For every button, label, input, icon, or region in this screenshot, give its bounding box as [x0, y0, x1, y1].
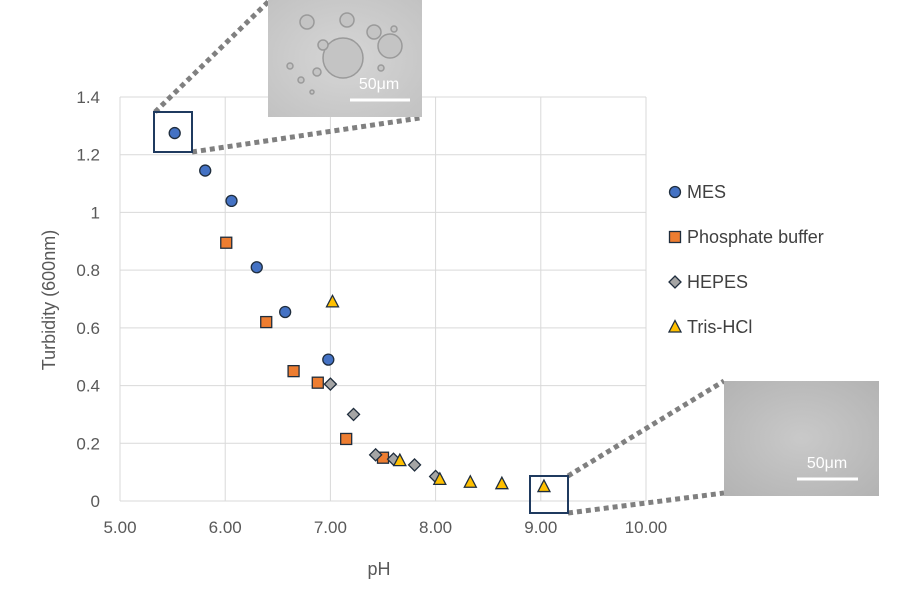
- x-tick-label: 5.00: [103, 518, 136, 537]
- point-mes: [225, 194, 238, 208]
- legend-marker-mes: [668, 185, 682, 199]
- y-tick-label: 0.2: [76, 434, 100, 453]
- callout-line: [191, 115, 421, 155]
- point-phosphate-buffer: [220, 236, 233, 249]
- y-tick-label: 0: [91, 492, 100, 511]
- highlight-box: [529, 475, 569, 514]
- point-hepes: [323, 377, 338, 392]
- x-tick-label: 9.00: [524, 518, 557, 537]
- micrograph-insets: 50μm 50μm: [268, 0, 879, 496]
- point-phosphate-buffer: [311, 376, 324, 389]
- y-tick-label: 0.4: [76, 377, 100, 396]
- legend-item-mes: MES: [668, 182, 726, 202]
- point-mes: [168, 126, 181, 140]
- droplet: [339, 12, 355, 28]
- point-phosphate-buffer: [287, 364, 300, 378]
- point-tris-hcl: [536, 478, 552, 493]
- point-phosphate-buffer: [340, 432, 353, 446]
- point-tris-hcl: [392, 452, 407, 467]
- point-tris-hcl: [325, 293, 340, 308]
- legend-marker-tris-hcl: [667, 319, 683, 333]
- point-phosphate-buffer: [260, 315, 273, 329]
- y-tick-label: 1: [91, 203, 100, 222]
- droplet: [390, 25, 398, 33]
- micrograph-inset-bottom: 50μm: [724, 381, 879, 496]
- scale-label: 50μm: [359, 76, 399, 93]
- x-tick-label: 6.00: [209, 518, 242, 537]
- callout-line: [153, 0, 272, 114]
- droplet: [309, 89, 315, 95]
- legend-label: Phosphate buffer: [687, 227, 824, 247]
- point-mes: [279, 305, 292, 319]
- y-axis-title: Turbidity (600nm): [39, 230, 59, 370]
- y-tick-label: 0.6: [76, 319, 100, 338]
- legend-label: HEPES: [687, 272, 748, 292]
- point-hepes: [407, 458, 422, 472]
- axis-ticks: 0 0.2 0.4 0.6 0.8 1 1.2 1.4 5.00 6.00 7.00 8.00 9.00…: [76, 88, 667, 537]
- point-hepes: [346, 407, 361, 422]
- legend-marker-phosphate-buffer: [668, 230, 682, 244]
- droplet: [377, 33, 403, 59]
- legend-item-tris-hcl: Tris-HCl: [667, 317, 752, 337]
- point-mes: [322, 353, 335, 366]
- point-hepes: [368, 447, 383, 462]
- droplet: [317, 39, 329, 51]
- point-mes: [199, 164, 212, 177]
- point-tris-hcl: [432, 471, 447, 486]
- callouts: [153, 0, 726, 516]
- droplet: [322, 37, 364, 79]
- y-tick-label: 1.4: [76, 88, 100, 107]
- legend: MES Phosphate buffer HEPES Tris-HCl: [667, 182, 824, 337]
- x-tick-label: 10.00: [625, 518, 668, 537]
- legend-label: MES: [687, 182, 726, 202]
- droplet: [286, 62, 294, 70]
- x-tick-label: 7.00: [314, 518, 347, 537]
- y-tick-label: 0.8: [76, 261, 100, 280]
- x-tick-label: 8.00: [419, 518, 452, 537]
- legend-marker-hepes: [668, 275, 682, 289]
- point-tris-hcl: [463, 474, 478, 488]
- droplet: [366, 24, 382, 40]
- callout-line: [566, 378, 726, 479]
- data-markers: [168, 126, 552, 493]
- droplet: [299, 14, 315, 30]
- point-tris-hcl: [494, 475, 509, 490]
- droplet: [377, 64, 385, 72]
- micrograph-inset-top: 50μm: [268, 0, 422, 117]
- micrograph-background: [724, 381, 879, 496]
- highlight-box: [153, 111, 193, 153]
- legend-label: Tris-HCl: [687, 317, 752, 337]
- scale-label: 50μm: [807, 455, 847, 472]
- droplet: [297, 76, 305, 84]
- x-axis-title: pH: [367, 559, 390, 579]
- legend-item-phosphate-buffer: Phosphate buffer: [668, 227, 824, 247]
- y-tick-label: 1.2: [76, 146, 100, 165]
- legend-item-hepes: HEPES: [668, 272, 748, 292]
- grid: [119, 96, 647, 502]
- point-mes: [250, 261, 263, 274]
- droplet: [312, 67, 322, 77]
